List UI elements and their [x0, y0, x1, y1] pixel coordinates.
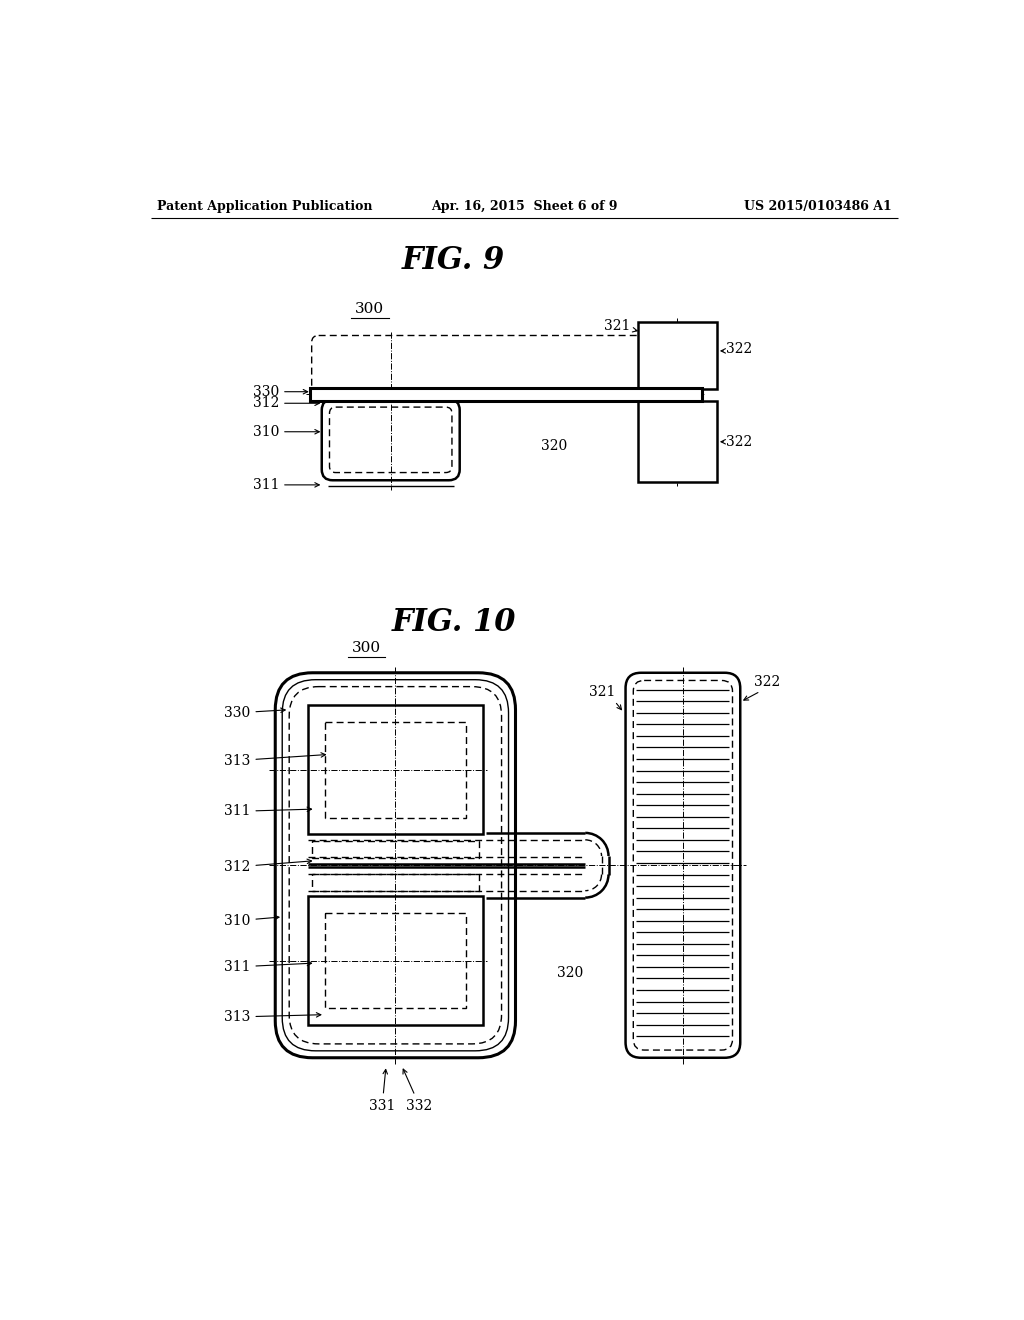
Text: 310: 310	[253, 425, 319, 438]
Text: 300: 300	[355, 302, 384, 317]
Bar	[310, 388, 701, 401]
Text: 311: 311	[224, 960, 311, 974]
Text: 313: 313	[224, 1010, 321, 1024]
Bar	[638, 322, 717, 389]
Text: 313: 313	[224, 752, 326, 767]
Bar	[325, 913, 466, 1008]
Bar	[311, 841, 479, 858]
Bar	[638, 401, 717, 482]
Text: FIG. 9: FIG. 9	[401, 244, 505, 276]
Text: 330: 330	[224, 706, 285, 719]
Text: FIG. 10: FIG. 10	[391, 607, 516, 638]
Bar	[308, 705, 483, 834]
Text: 311: 311	[224, 804, 311, 818]
Text: 330: 330	[253, 384, 307, 399]
Text: 321: 321	[604, 319, 637, 333]
Bar	[325, 722, 466, 817]
Text: 311: 311	[253, 478, 319, 492]
Text: 320: 320	[557, 966, 583, 979]
Text: 310: 310	[224, 913, 279, 928]
Text: 321: 321	[589, 685, 615, 700]
Text: Apr. 16, 2015  Sheet 6 of 9: Apr. 16, 2015 Sheet 6 of 9	[431, 199, 618, 213]
Text: 300: 300	[352, 642, 381, 655]
Text: 322: 322	[755, 675, 780, 689]
Text: US 2015/0103486 A1: US 2015/0103486 A1	[744, 199, 892, 213]
Text: 332: 332	[403, 1069, 432, 1113]
Text: 331: 331	[369, 1069, 395, 1113]
Text: 322: 322	[726, 434, 753, 449]
Bar	[308, 896, 483, 1026]
Text: 312: 312	[224, 859, 311, 874]
Text: Patent Application Publication: Patent Application Publication	[158, 199, 373, 213]
Bar	[311, 874, 479, 891]
Text: 312: 312	[253, 396, 319, 411]
Text: 320: 320	[541, 438, 567, 453]
Text: 322: 322	[726, 342, 753, 356]
